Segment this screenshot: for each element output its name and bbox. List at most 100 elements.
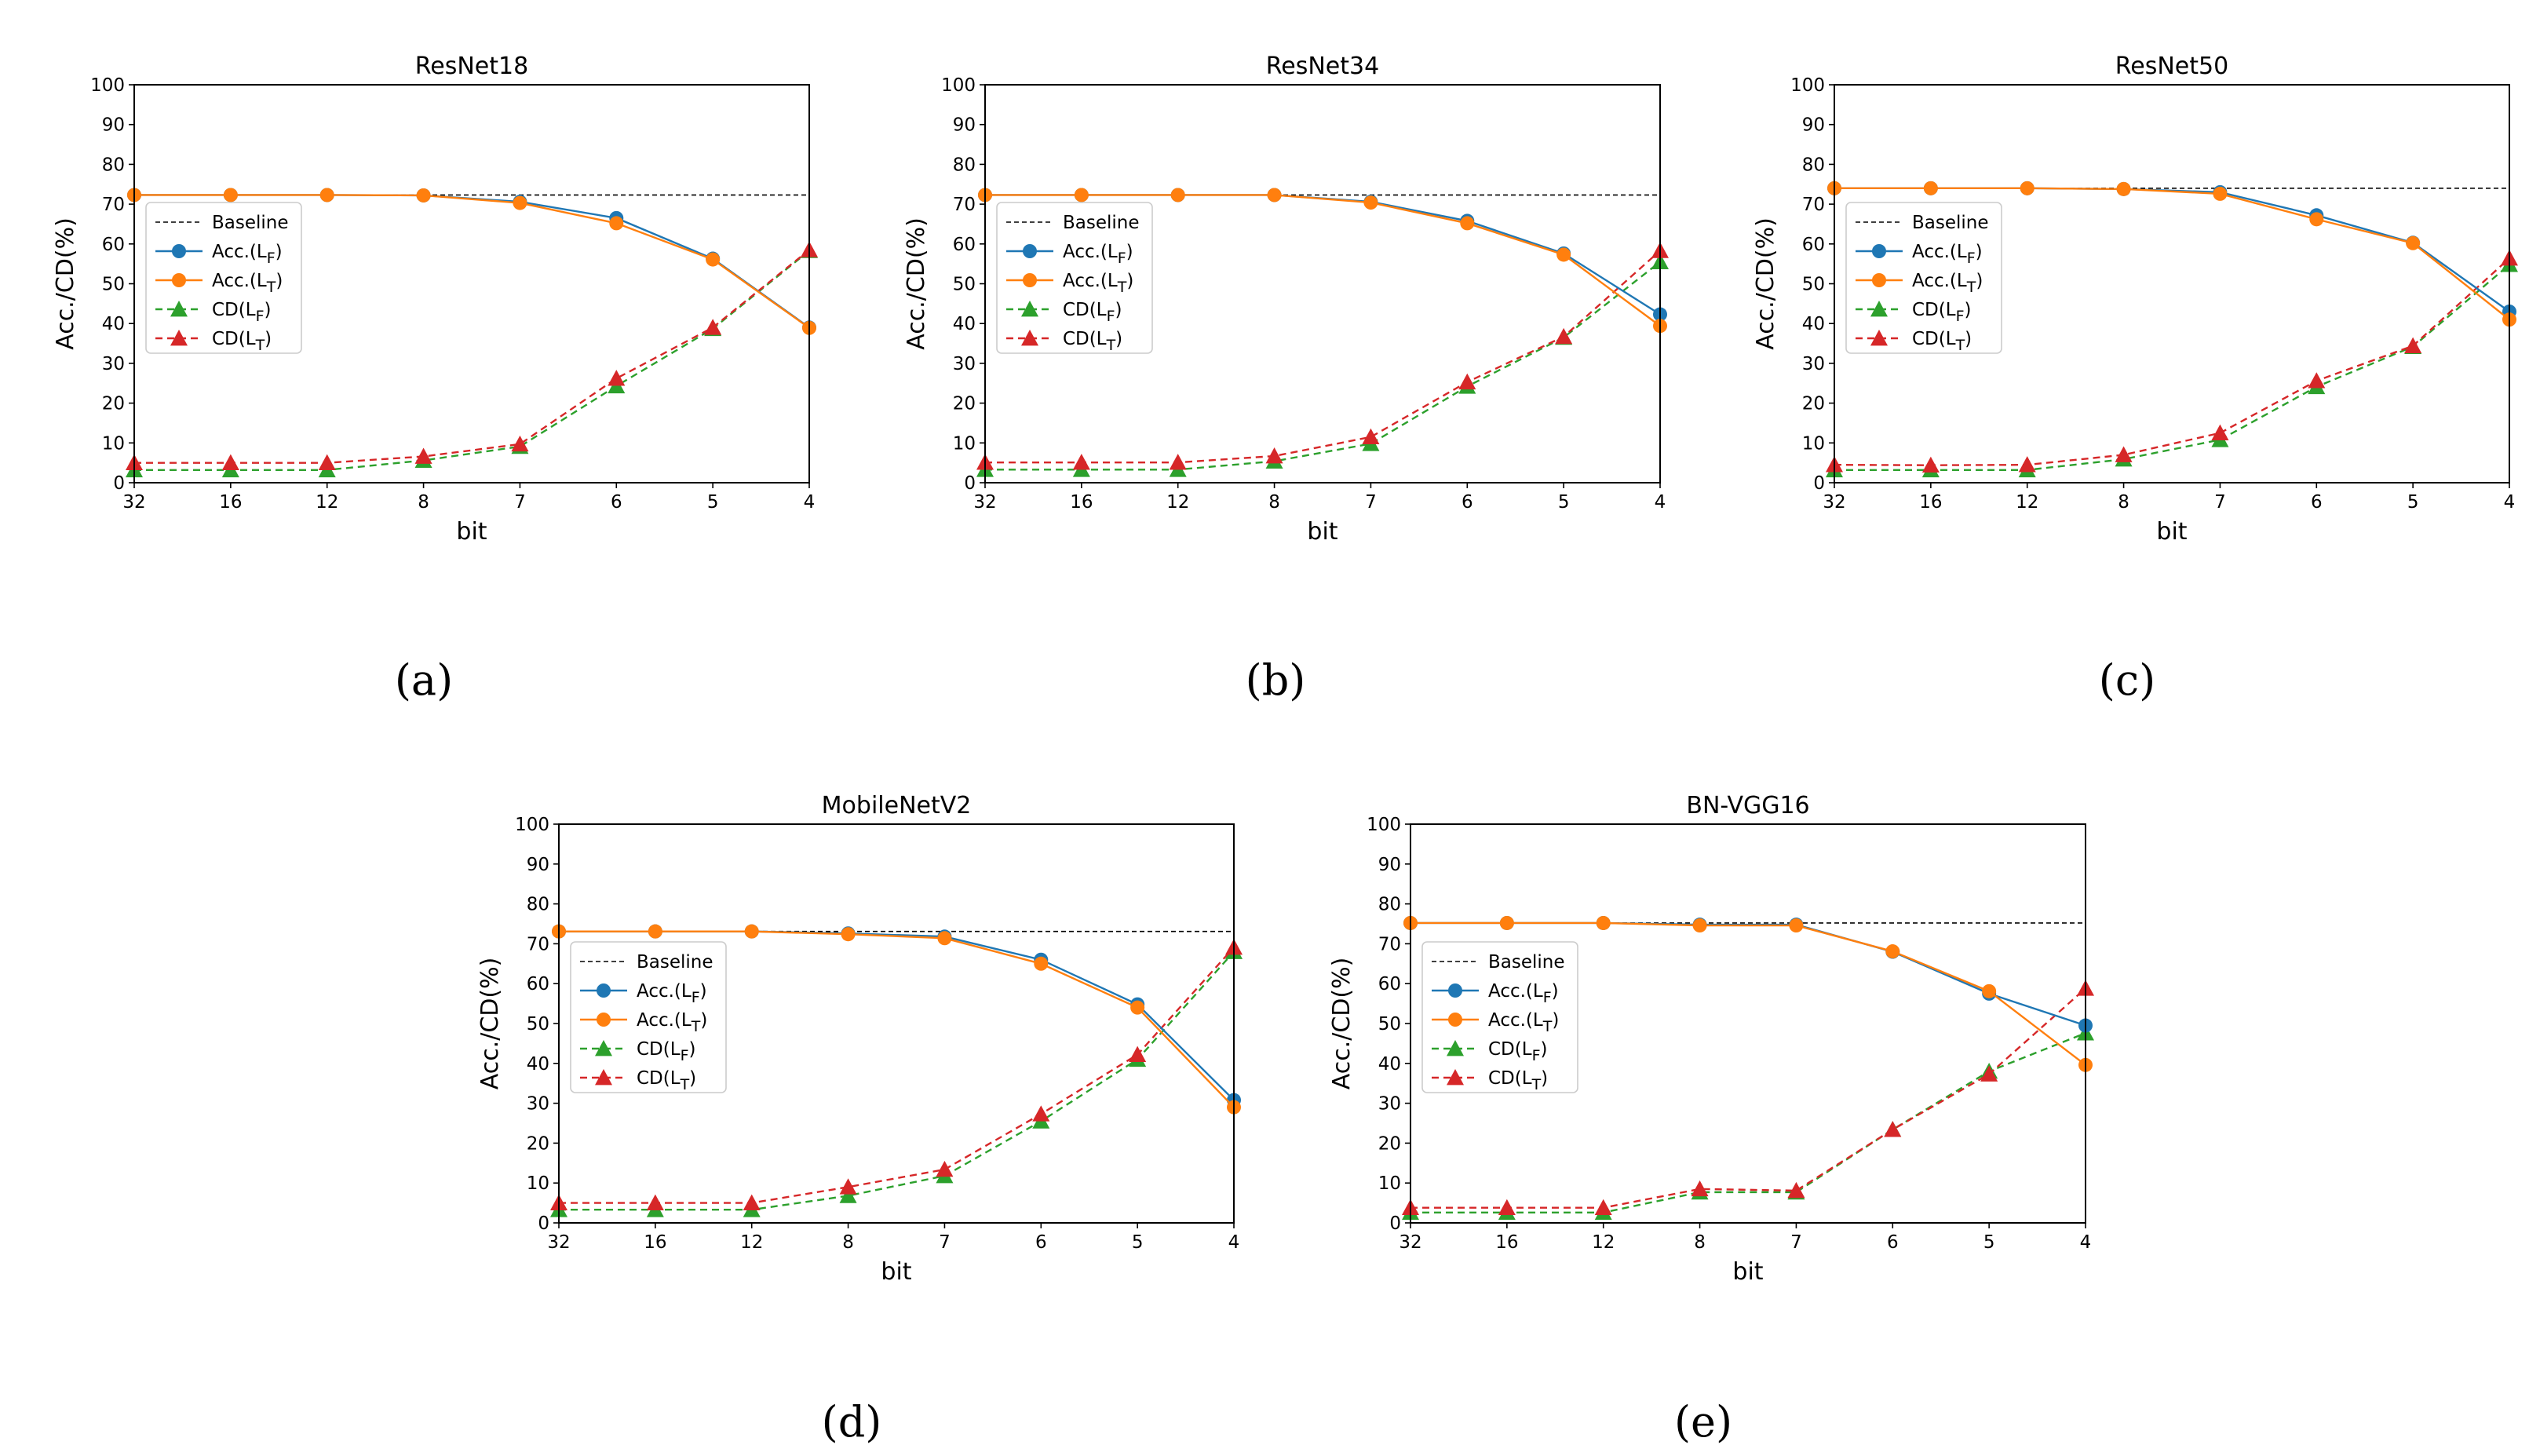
legend-label-cd_lt: CD(LT) xyxy=(1063,329,1122,354)
chart-title: MobileNetV2 xyxy=(822,792,972,819)
point-acc_lt xyxy=(1692,918,1707,933)
y-tick-label: 60 xyxy=(527,974,549,994)
legend-marker-acc_lt xyxy=(1448,1013,1462,1027)
chart-title: ResNet34 xyxy=(1266,53,1379,80)
legend-label-baseline: Baseline xyxy=(1488,952,1565,972)
point-acc_lt xyxy=(2309,212,2324,227)
point-cd_lt xyxy=(1362,428,1380,445)
legend: Baseline Acc.(LF) Acc.(LT) CD(LF) CD(LT) xyxy=(1421,941,1578,1093)
legend-marker-cd_lf xyxy=(1870,301,1888,317)
y-tick-label: 70 xyxy=(1378,934,1401,954)
y-tick-label: 50 xyxy=(1378,1014,1401,1035)
legend: Baseline Acc.(LF) Acc.(LT) CD(LF) CD(LT) xyxy=(1845,202,2002,354)
point-acc_lt xyxy=(319,188,334,203)
x-tick-label: 12 xyxy=(2016,492,2038,513)
axes-frame xyxy=(558,823,1235,1224)
point-acc_lt xyxy=(416,188,431,203)
y-axis-label: Acc./CD(%) xyxy=(52,217,79,350)
y-tick-label: 90 xyxy=(102,115,125,136)
point-cd_lt xyxy=(221,454,239,470)
y-tick-label: 0 xyxy=(1813,473,1825,494)
y-tick-label: 60 xyxy=(1802,235,1825,255)
legend: Baseline Acc.(LF) Acc.(LT) CD(LF) CD(LT) xyxy=(145,202,302,354)
y-tick-label: 30 xyxy=(953,354,976,374)
legend-label-acc_lt: Acc.(LT) xyxy=(637,1010,707,1035)
y-tick-label: 70 xyxy=(102,195,125,215)
point-acc_lt xyxy=(513,195,527,210)
x-tick-label: 4 xyxy=(1228,1232,1240,1253)
x-tick-label: 7 xyxy=(1365,492,1377,513)
point-acc_lt xyxy=(1596,915,1611,930)
series-line-acc_lt xyxy=(1410,921,2086,1066)
legend-label-acc_lf: Acc.(LF) xyxy=(212,242,283,267)
point-acc_lt xyxy=(1460,216,1475,231)
point-cd_lt xyxy=(2308,372,2326,389)
x-tick-label: 8 xyxy=(1268,492,1280,513)
series-line-cd_lf xyxy=(1410,1032,2086,1213)
legend-marker-cd_lt xyxy=(170,330,188,346)
y-tick-label: 70 xyxy=(527,934,549,954)
point-cd_lt xyxy=(1458,373,1476,390)
point-cd_lt xyxy=(1072,454,1090,470)
axes-frame xyxy=(1410,823,2086,1224)
legend-label-acc_lt: Acc.(LT) xyxy=(1912,271,1983,296)
legend-marker-acc_lf xyxy=(172,244,186,258)
chart-title: BN-VGG16 xyxy=(1686,792,1809,819)
series-line-cd_lt xyxy=(559,947,1235,1204)
legend-marker-acc_lt xyxy=(1023,273,1037,287)
point-acc_lt xyxy=(1789,918,1804,933)
legend-label-cd_lf: CD(LF) xyxy=(1063,300,1122,325)
x-tick-label: 16 xyxy=(1919,492,1942,513)
point-cd_lt xyxy=(1555,327,1573,345)
x-tick-label: 4 xyxy=(2504,492,2516,513)
legend-marker-cd_lf xyxy=(1447,1040,1464,1056)
legend-label-cd_lt: CD(LT) xyxy=(1912,329,1972,354)
y-tick-label: 60 xyxy=(953,235,976,255)
point-acc_lt xyxy=(1170,188,1185,203)
y-tick-label: 80 xyxy=(527,895,549,915)
x-tick-label: 5 xyxy=(1132,1232,1144,1253)
x-axis-label: bit xyxy=(881,1258,911,1286)
y-tick-label: 10 xyxy=(953,433,976,454)
legend-marker-acc_lf xyxy=(1448,983,1462,998)
subfigure-caption: (e) xyxy=(1674,1397,1732,1447)
legend-label-baseline: Baseline xyxy=(1912,213,1989,233)
chart-resnet18: ResNet18 0 10 20 30 40 50 60 70 80 90 100 32 16 12 8 7 6 5… xyxy=(52,53,818,546)
point-cd_lt xyxy=(2018,456,2036,473)
legend-label-cd_lt: CD(LT) xyxy=(1488,1068,1548,1093)
x-tick-label: 6 xyxy=(611,492,622,513)
legend-marker-cd_lf xyxy=(1021,301,1038,317)
y-tick-label: 20 xyxy=(102,394,125,414)
x-tick-label: 16 xyxy=(644,1232,666,1253)
point-acc_lt xyxy=(1267,188,1282,203)
x-tick-label: 6 xyxy=(1462,492,1473,513)
x-tick-label: 8 xyxy=(1694,1232,1706,1253)
legend-label-cd_lt: CD(LT) xyxy=(637,1068,696,1093)
point-cd_lt xyxy=(1169,454,1187,470)
subfigure-caption: (d) xyxy=(822,1397,882,1447)
series-line-cd_lt xyxy=(1834,257,2510,466)
plot-data xyxy=(126,188,818,478)
x-tick-label: 16 xyxy=(219,492,242,513)
point-acc_lt xyxy=(1130,1000,1145,1015)
point-acc_lt xyxy=(1923,181,1938,195)
point-acc_lt xyxy=(2213,186,2228,201)
point-cd_lt xyxy=(1921,456,1940,473)
legend-label-baseline: Baseline xyxy=(212,213,289,233)
x-tick-label: 7 xyxy=(1790,1232,1802,1253)
legend-label-acc_lt: Acc.(LT) xyxy=(212,271,283,296)
point-cd_lt xyxy=(936,1160,954,1177)
x-axis-label: bit xyxy=(456,518,487,546)
y-tick-label: 80 xyxy=(1802,155,1825,175)
y-tick-label: 80 xyxy=(953,155,976,175)
x-tick-label: 5 xyxy=(2407,492,2419,513)
point-acc_lt xyxy=(1074,188,1089,203)
y-tick-label: 30 xyxy=(102,354,125,374)
point-acc_lt xyxy=(1034,956,1049,971)
x-tick-label: 32 xyxy=(547,1232,570,1253)
axes-frame xyxy=(1834,84,2510,484)
point-cd_lf xyxy=(839,1187,857,1203)
subfigure-caption: (c) xyxy=(2099,655,2155,705)
y-tick-label: 100 xyxy=(941,75,976,96)
